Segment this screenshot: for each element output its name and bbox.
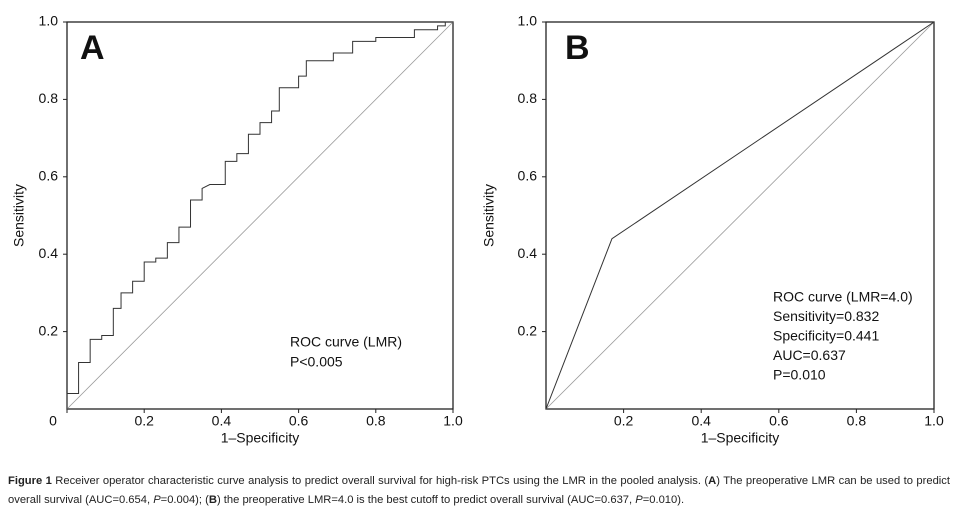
y-axis-label: Sensitivity [11,184,27,247]
annotation: ROC curve (LMR=4.0) [773,289,913,305]
y-tick-label: 0.6 [518,168,538,184]
y-tick-label: 0.2 [39,322,59,338]
x-tick-label: 0.2 [134,413,154,429]
caption-run: =0.004); ( [160,494,209,506]
x-tick-label: 1.0 [924,413,944,429]
caption-run: B [208,494,217,506]
caption: Figure 1 Receiver operator characteristi… [8,472,950,510]
x-tick-label: 0.4 [691,413,711,429]
y-axis-label: Sensitivity [481,184,497,247]
roc-curve [545,21,935,410]
x-tick-label: 1.0 [443,413,463,429]
panel-label: A [80,29,105,67]
x-axis-label: 1–Specificity [221,430,300,446]
x-tick-label: 0.6 [769,413,789,429]
caption-run: P [635,494,643,506]
plot-frame [545,21,935,410]
x-tick-label: 0.8 [847,413,867,429]
caption-run: A [708,475,717,487]
annotation: P<0.005 [290,354,343,370]
figure: 0 0.2 0.4 0.6 0.8 1.0 0.2 0.4 0.6 0.8 1.0 1–Specifi… [11,13,944,446]
panel-label: B [565,29,590,67]
caption-run: Figure 1 [8,475,52,487]
y-tick-label: 0.6 [39,168,59,184]
y-tick-label: 0.4 [518,245,538,261]
caption-run: P [153,494,161,506]
x-tick-label: 0.8 [366,413,386,429]
x-tick-label: 0 [49,413,57,429]
roc-curve [66,21,453,409]
x-axis-label: 1–Specificity [701,430,780,446]
y-tick-label: 0.4 [39,245,59,261]
reference-line [545,21,935,410]
annotation: P=0.010 [773,367,826,383]
plot-frame [66,21,454,410]
x-tick-label: 0.6 [289,413,309,429]
caption-run: =0.010). [642,494,685,506]
y-tick-label: 0.8 [39,90,59,106]
annotation: Specificity=0.441 [773,328,879,344]
caption-run: ) The preoperative LMR can be used to pr… [8,475,950,506]
caption-run: Receiver operator characteristic curve a… [51,475,709,487]
y-tick-label: 1.0 [518,13,538,29]
caption-run: ) the preoperative LMR=4.0 is the best c… [216,494,636,506]
y-tick-label: 1.0 [39,13,59,29]
annotation: Sensitivity=0.832 [773,308,879,324]
y-tick-label: 0.2 [518,322,538,338]
x-tick-label: 0.4 [212,413,232,429]
annotation: AUC=0.637 [773,347,846,363]
annotation: ROC curve (LMR) [290,334,402,350]
reference-line [66,21,454,410]
y-tick-label: 0.8 [518,90,538,106]
x-tick-label: 0.2 [614,413,634,429]
